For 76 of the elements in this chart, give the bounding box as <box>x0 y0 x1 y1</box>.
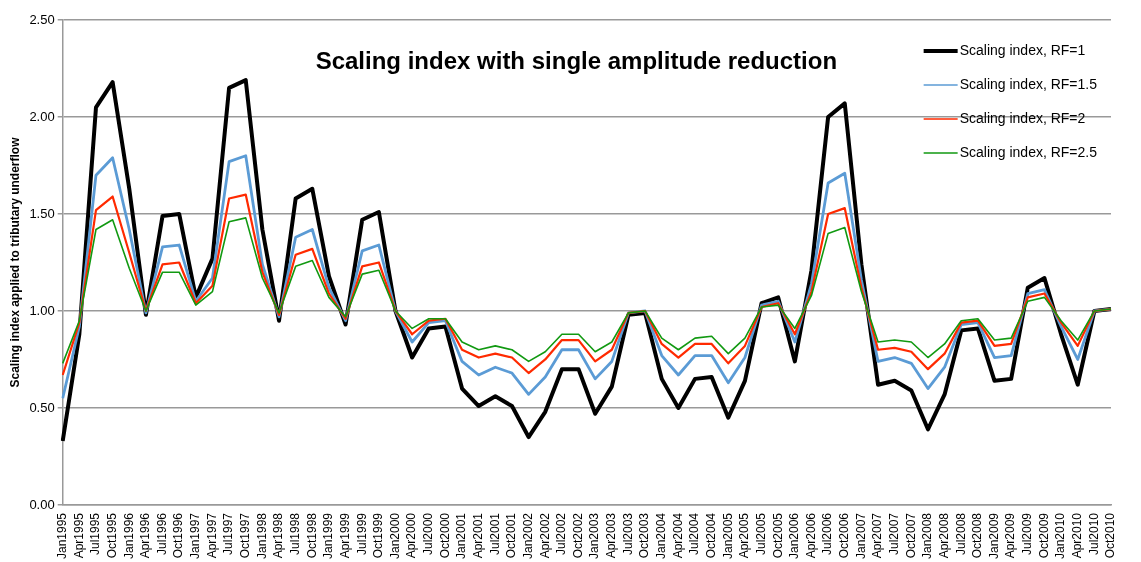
x-tick-label: Jan2007 <box>853 512 868 559</box>
x-tick-label: Jan2000 <box>387 512 402 559</box>
x-tick-label: Apr2004 <box>670 512 685 559</box>
x-tick-label: Oct2007 <box>903 512 918 559</box>
x-tick-label: Oct1999 <box>371 512 386 559</box>
x-tick-label: Jul2007 <box>887 512 901 555</box>
y-tick-label: 1.50 <box>29 205 55 221</box>
legend-label: Scaling index, RF=2 <box>959 109 1086 126</box>
y-tick-label: 0.00 <box>29 496 55 512</box>
x-tick-label: Jul1999 <box>354 512 369 555</box>
x-tick-label: Apr2002 <box>537 512 552 559</box>
legend-label: Scaling index, RF=1.5 <box>959 75 1098 92</box>
y-tick-label: 1.00 <box>29 302 55 318</box>
x-tick-label: Jan2002 <box>520 512 535 559</box>
x-tick-label: Jul2006 <box>820 512 835 555</box>
x-tick-label: Apr2000 <box>404 512 419 559</box>
x-tick-label: Apr2003 <box>604 512 619 559</box>
x-tick-label: Oct1995 <box>104 512 119 559</box>
x-tick-label: Oct2001 <box>504 512 519 559</box>
x-tick-label: Jan1995 <box>55 512 70 559</box>
x-tick-label: Jan2001 <box>454 512 469 559</box>
x-tick-label: Jul2002 <box>554 512 569 555</box>
x-tick-label: Jul1995 <box>88 512 103 555</box>
x-tick-label: Apr2001 <box>471 512 486 559</box>
x-tick-label: Oct2009 <box>1036 512 1051 559</box>
x-tick-label: Jan2006 <box>787 512 802 559</box>
x-tick-label: Jan1997 <box>188 512 203 559</box>
x-tick-label: Apr2006 <box>803 512 818 559</box>
x-tick-label: Oct1997 <box>238 512 253 559</box>
x-tick-label: Oct2006 <box>837 512 852 559</box>
x-tick-label: Apr1996 <box>138 512 153 559</box>
x-tick-label: Apr2010 <box>1070 512 1085 559</box>
y-tick-label: 0.50 <box>29 399 55 415</box>
x-tick-label: Jul1997 <box>221 512 236 555</box>
x-tick-label: Jul2010 <box>1086 512 1101 555</box>
x-tick-label: Apr2005 <box>737 512 752 559</box>
x-tick-label: Jul2000 <box>421 512 436 555</box>
x-tick-label: Jul1998 <box>287 512 302 555</box>
x-tick-label: Jan2005 <box>720 512 735 559</box>
x-tick-label: Jan1996 <box>121 512 136 559</box>
x-tick-label: Oct2002 <box>570 512 585 559</box>
x-tick-label: Oct2010 <box>1103 512 1118 559</box>
x-tick-label: Apr1998 <box>271 512 286 559</box>
x-tick-label: Jan2008 <box>920 512 935 559</box>
x-tick-label: Oct2008 <box>970 512 985 559</box>
x-tick-label: Jan1999 <box>321 512 336 559</box>
x-tick-label: Jan2004 <box>654 512 669 559</box>
x-tick-label: Jan2010 <box>1053 512 1068 559</box>
x-tick-label: Oct2003 <box>637 512 652 559</box>
x-tick-label: Oct1998 <box>304 512 319 559</box>
x-tick-label: Jul2005 <box>753 512 768 555</box>
x-tick-label: Oct2005 <box>770 512 785 559</box>
x-tick-label: Jan1998 <box>254 512 269 559</box>
x-tick-label: Jan2003 <box>587 512 602 559</box>
x-tick-label: Oct1996 <box>171 512 186 559</box>
y-tick-label: 2.50 <box>29 11 55 27</box>
x-tick-label: Jul2009 <box>1020 512 1035 555</box>
x-tick-label: Jul2008 <box>953 512 968 555</box>
x-tick-label: Apr2008 <box>936 512 951 559</box>
legend-label: Scaling index, RF=2.5 <box>959 143 1098 160</box>
x-tick-label: Apr1997 <box>204 512 219 559</box>
x-tick-label: Oct2000 <box>437 512 452 559</box>
x-tick-label: Jul2003 <box>620 512 635 555</box>
x-tick-label: Oct2004 <box>703 512 718 559</box>
legend-label: Scaling index, RF=1 <box>959 41 1086 58</box>
x-tick-label: Apr2009 <box>1003 512 1018 559</box>
x-tick-label: Apr2007 <box>870 512 885 559</box>
x-tick-label: Jan2009 <box>986 512 1001 559</box>
y-axis-title: Scaling index applied to tributary underflow <box>7 136 22 388</box>
x-tick-label: Apr1999 <box>337 512 352 559</box>
y-tick-label: 2.00 <box>29 108 55 124</box>
text: Scaling index with single amplitude reduction <box>315 46 838 74</box>
x-tick-label: Jul1996 <box>154 512 169 555</box>
x-tick-label: Jul2004 <box>687 512 702 555</box>
x-tick-label: Jul2001 <box>487 512 502 555</box>
x-tick-label: Apr1995 <box>71 512 86 559</box>
